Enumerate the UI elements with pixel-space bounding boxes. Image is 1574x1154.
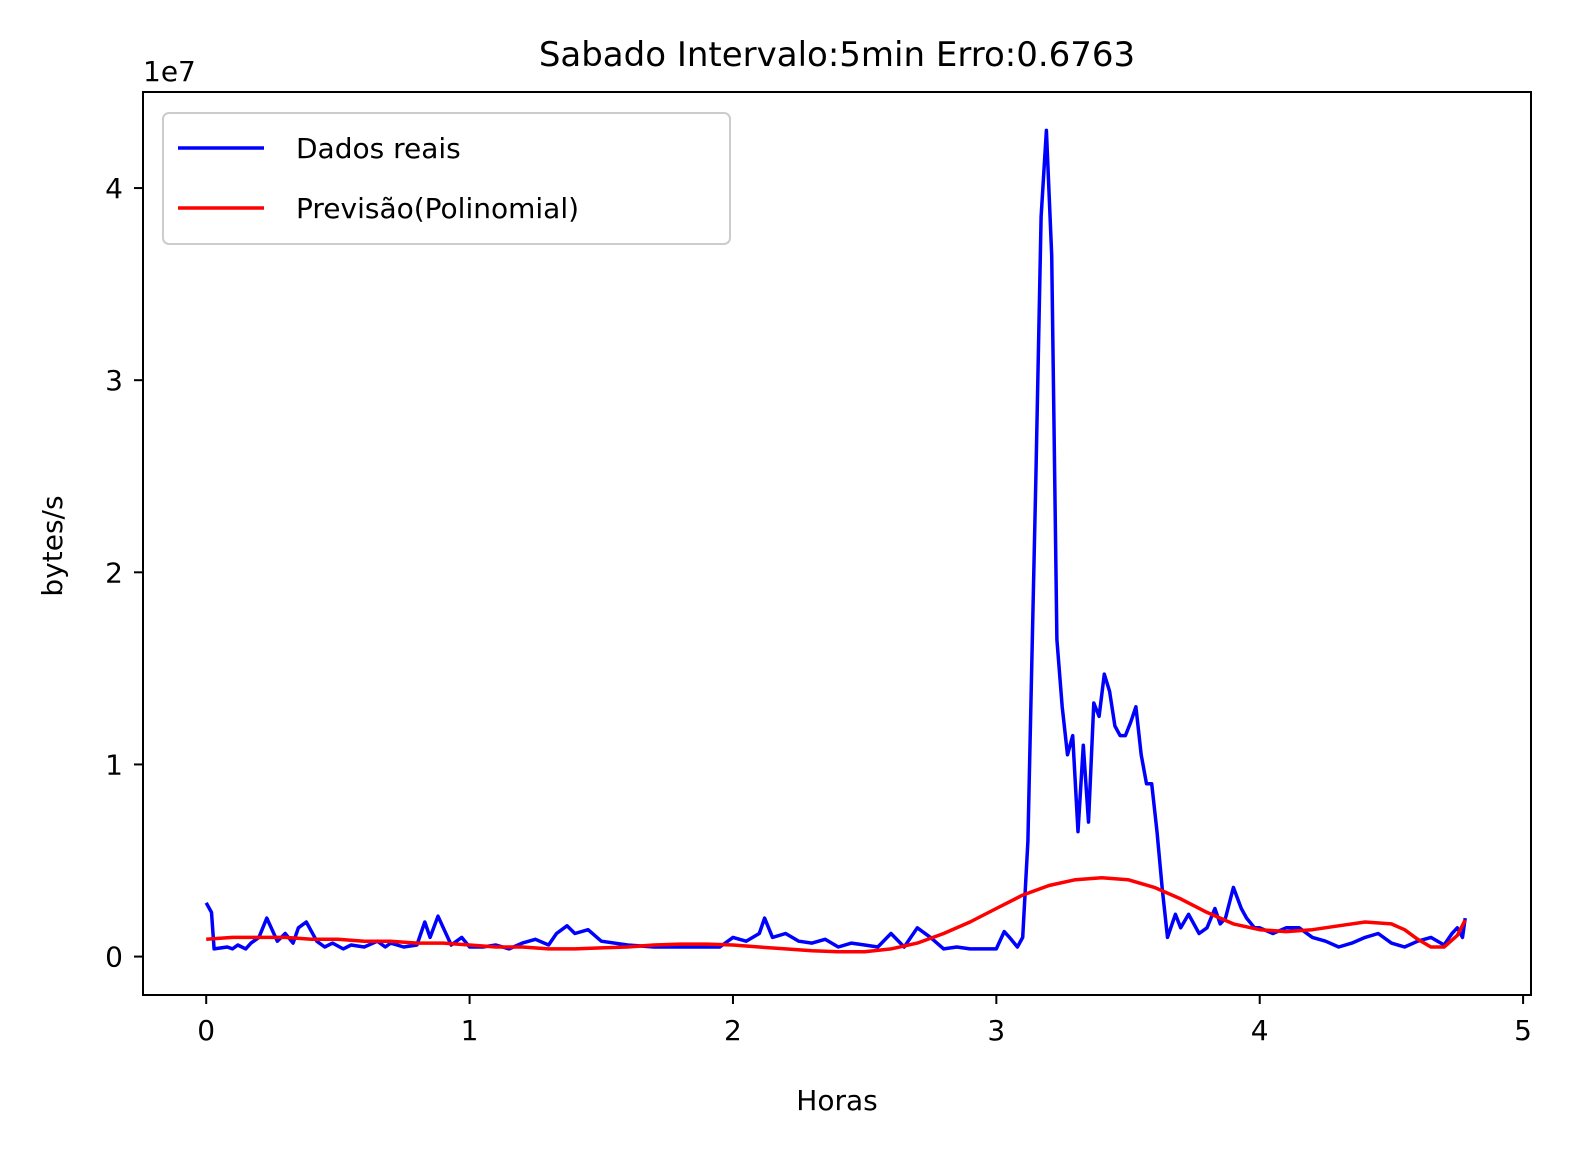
series-layer <box>204 128 1467 954</box>
legend-label-real: Dados reais <box>296 132 461 165</box>
x-tick-label: 2 <box>724 1014 742 1047</box>
x-tick-label: 4 <box>1251 1014 1269 1047</box>
y-tick-label: 4 <box>105 172 123 205</box>
y-tick-label: 0 <box>105 941 123 974</box>
real-data-line <box>204 128 1467 951</box>
legend-box <box>162 112 731 245</box>
chart-title: Sabado Intervalo:5min Erro:0.6763 <box>539 35 1135 75</box>
ticks-layer: 0 1 2 3 4 5 0 1 2 3 4 <box>105 172 1532 1047</box>
x-axis-label: Horas <box>796 1084 877 1117</box>
plot-frame <box>142 91 1532 996</box>
legend: Dados reais Previsão(Polinomial) <box>162 112 731 245</box>
y-tick-label: 2 <box>105 556 123 589</box>
y-axis-label: bytes/s <box>36 495 69 596</box>
y-tick-label: 1 <box>105 748 123 781</box>
prediction-line <box>206 876 1467 954</box>
y-tick-label: 3 <box>105 364 123 397</box>
x-tick-label: 3 <box>987 1014 1005 1047</box>
x-tick-label: 1 <box>461 1014 479 1047</box>
x-tick-label: 5 <box>1514 1014 1532 1047</box>
legend-label-prediction: Previsão(Polinomial) <box>296 192 579 225</box>
y-offset-label: 1e7 <box>143 55 196 88</box>
x-tick-label: 0 <box>197 1014 215 1047</box>
